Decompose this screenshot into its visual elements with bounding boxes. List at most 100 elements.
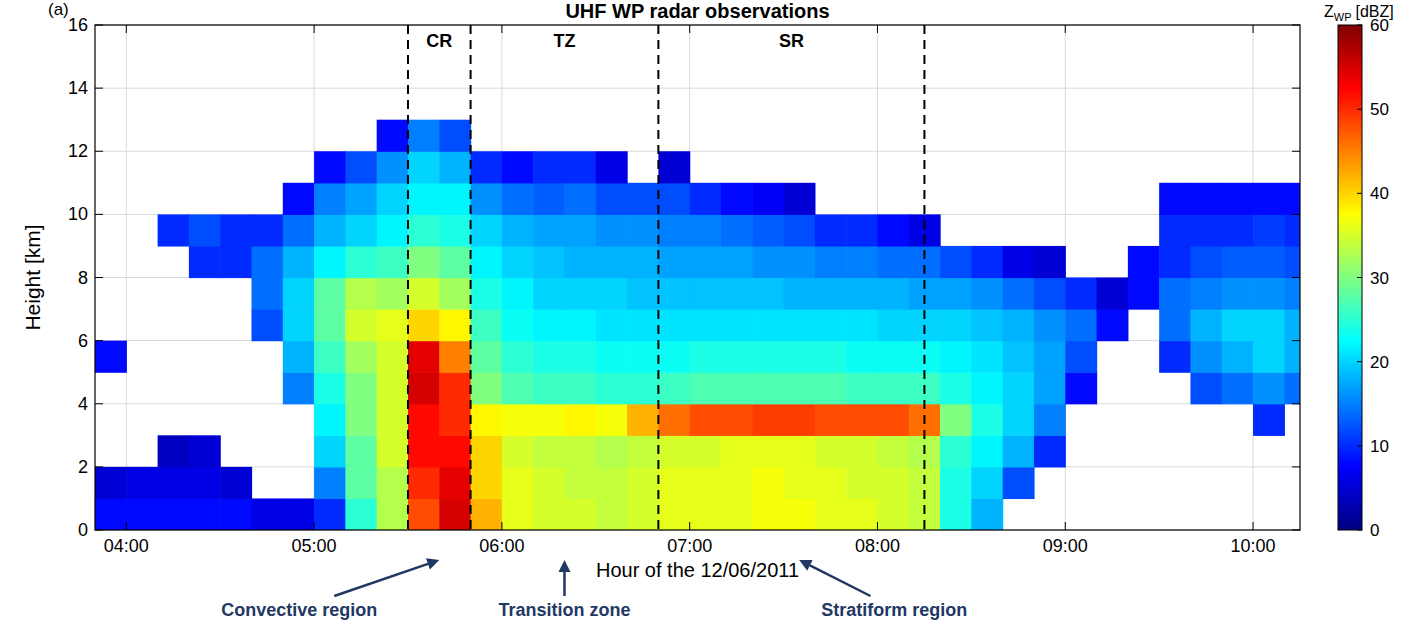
cell (1253, 278, 1285, 310)
cell (283, 183, 315, 215)
cell (345, 404, 377, 436)
cell (658, 246, 690, 278)
cells (95, 120, 1300, 530)
colorbar-tick-label: 0 (1370, 521, 1379, 540)
cell (408, 309, 440, 341)
cell (345, 498, 377, 530)
x-tick (689, 522, 690, 530)
colorbar-tick (1357, 361, 1362, 362)
cell (627, 309, 659, 341)
cell (1284, 183, 1300, 215)
cell (815, 214, 847, 246)
cell (158, 214, 190, 246)
y-axis: 0246810121416 (68, 15, 1300, 540)
cell (596, 467, 628, 499)
cell (971, 404, 1003, 436)
y-tick (1292, 530, 1300, 531)
cell (877, 404, 909, 436)
cell (971, 435, 1003, 467)
cell (1190, 341, 1222, 373)
cell (471, 372, 503, 404)
cell (377, 309, 409, 341)
cell (189, 214, 221, 246)
cell (752, 183, 784, 215)
cell (1034, 246, 1066, 278)
cell (784, 467, 816, 499)
cell (408, 498, 440, 530)
cell (408, 214, 440, 246)
cell (502, 151, 534, 183)
cell (564, 309, 596, 341)
chart: CRTZSR024681012141604:0005:0006:0007:000… (0, 0, 1422, 629)
cell (627, 341, 659, 373)
cell (189, 467, 221, 499)
cell (439, 435, 471, 467)
cell (596, 372, 628, 404)
colorbar-tick-label: 20 (1370, 353, 1389, 372)
cell (1284, 341, 1300, 373)
cell (533, 151, 565, 183)
cell (1034, 435, 1066, 467)
cell (345, 278, 377, 310)
cell (471, 435, 503, 467)
y-tick (1292, 88, 1300, 89)
cell (1003, 246, 1035, 278)
y-tick (95, 466, 103, 467)
cell (596, 183, 628, 215)
x-tick-label: 08:00 (855, 536, 900, 556)
cell (471, 151, 503, 183)
x-tick (314, 522, 315, 530)
cell (1222, 183, 1254, 215)
cell (784, 404, 816, 436)
cell (627, 404, 659, 436)
x-tick (877, 25, 878, 33)
cell (1222, 214, 1254, 246)
cell (815, 246, 847, 278)
cell (564, 183, 596, 215)
y-tick (95, 340, 103, 341)
cell (815, 341, 847, 373)
cell (251, 278, 283, 310)
cell (784, 309, 816, 341)
title: UHF WP radar observations (565, 0, 829, 22)
cell (158, 498, 190, 530)
grid-line-x (126, 25, 127, 530)
colorbar-tick (1357, 445, 1362, 446)
cell (940, 372, 972, 404)
cell (1222, 309, 1254, 341)
cell (471, 498, 503, 530)
cell (596, 246, 628, 278)
cell (690, 435, 722, 467)
cell (502, 404, 534, 436)
cell (283, 214, 315, 246)
cell (502, 435, 534, 467)
grid-line-y (95, 151, 1300, 152)
cell (752, 214, 784, 246)
cell (752, 278, 784, 310)
x-tick (1065, 25, 1066, 33)
cell (721, 246, 753, 278)
cell (784, 435, 816, 467)
cell (877, 246, 909, 278)
x-tick-label: 07:00 (667, 536, 712, 556)
cell (408, 120, 440, 152)
cell (408, 278, 440, 310)
cell (189, 246, 221, 278)
cell (377, 120, 409, 152)
y-tick (95, 403, 103, 404)
region-boundary (407, 25, 409, 530)
cell (658, 404, 690, 436)
cell (627, 372, 659, 404)
cell (1003, 341, 1035, 373)
cell (627, 278, 659, 310)
cell (1159, 278, 1191, 310)
cell (314, 246, 346, 278)
cell (1253, 372, 1285, 404)
cell (658, 214, 690, 246)
region-label: TZ (553, 31, 575, 51)
y-tick-label: 6 (78, 331, 88, 351)
cell (1159, 309, 1191, 341)
cell (658, 309, 690, 341)
cell (533, 404, 565, 436)
cell (940, 278, 972, 310)
